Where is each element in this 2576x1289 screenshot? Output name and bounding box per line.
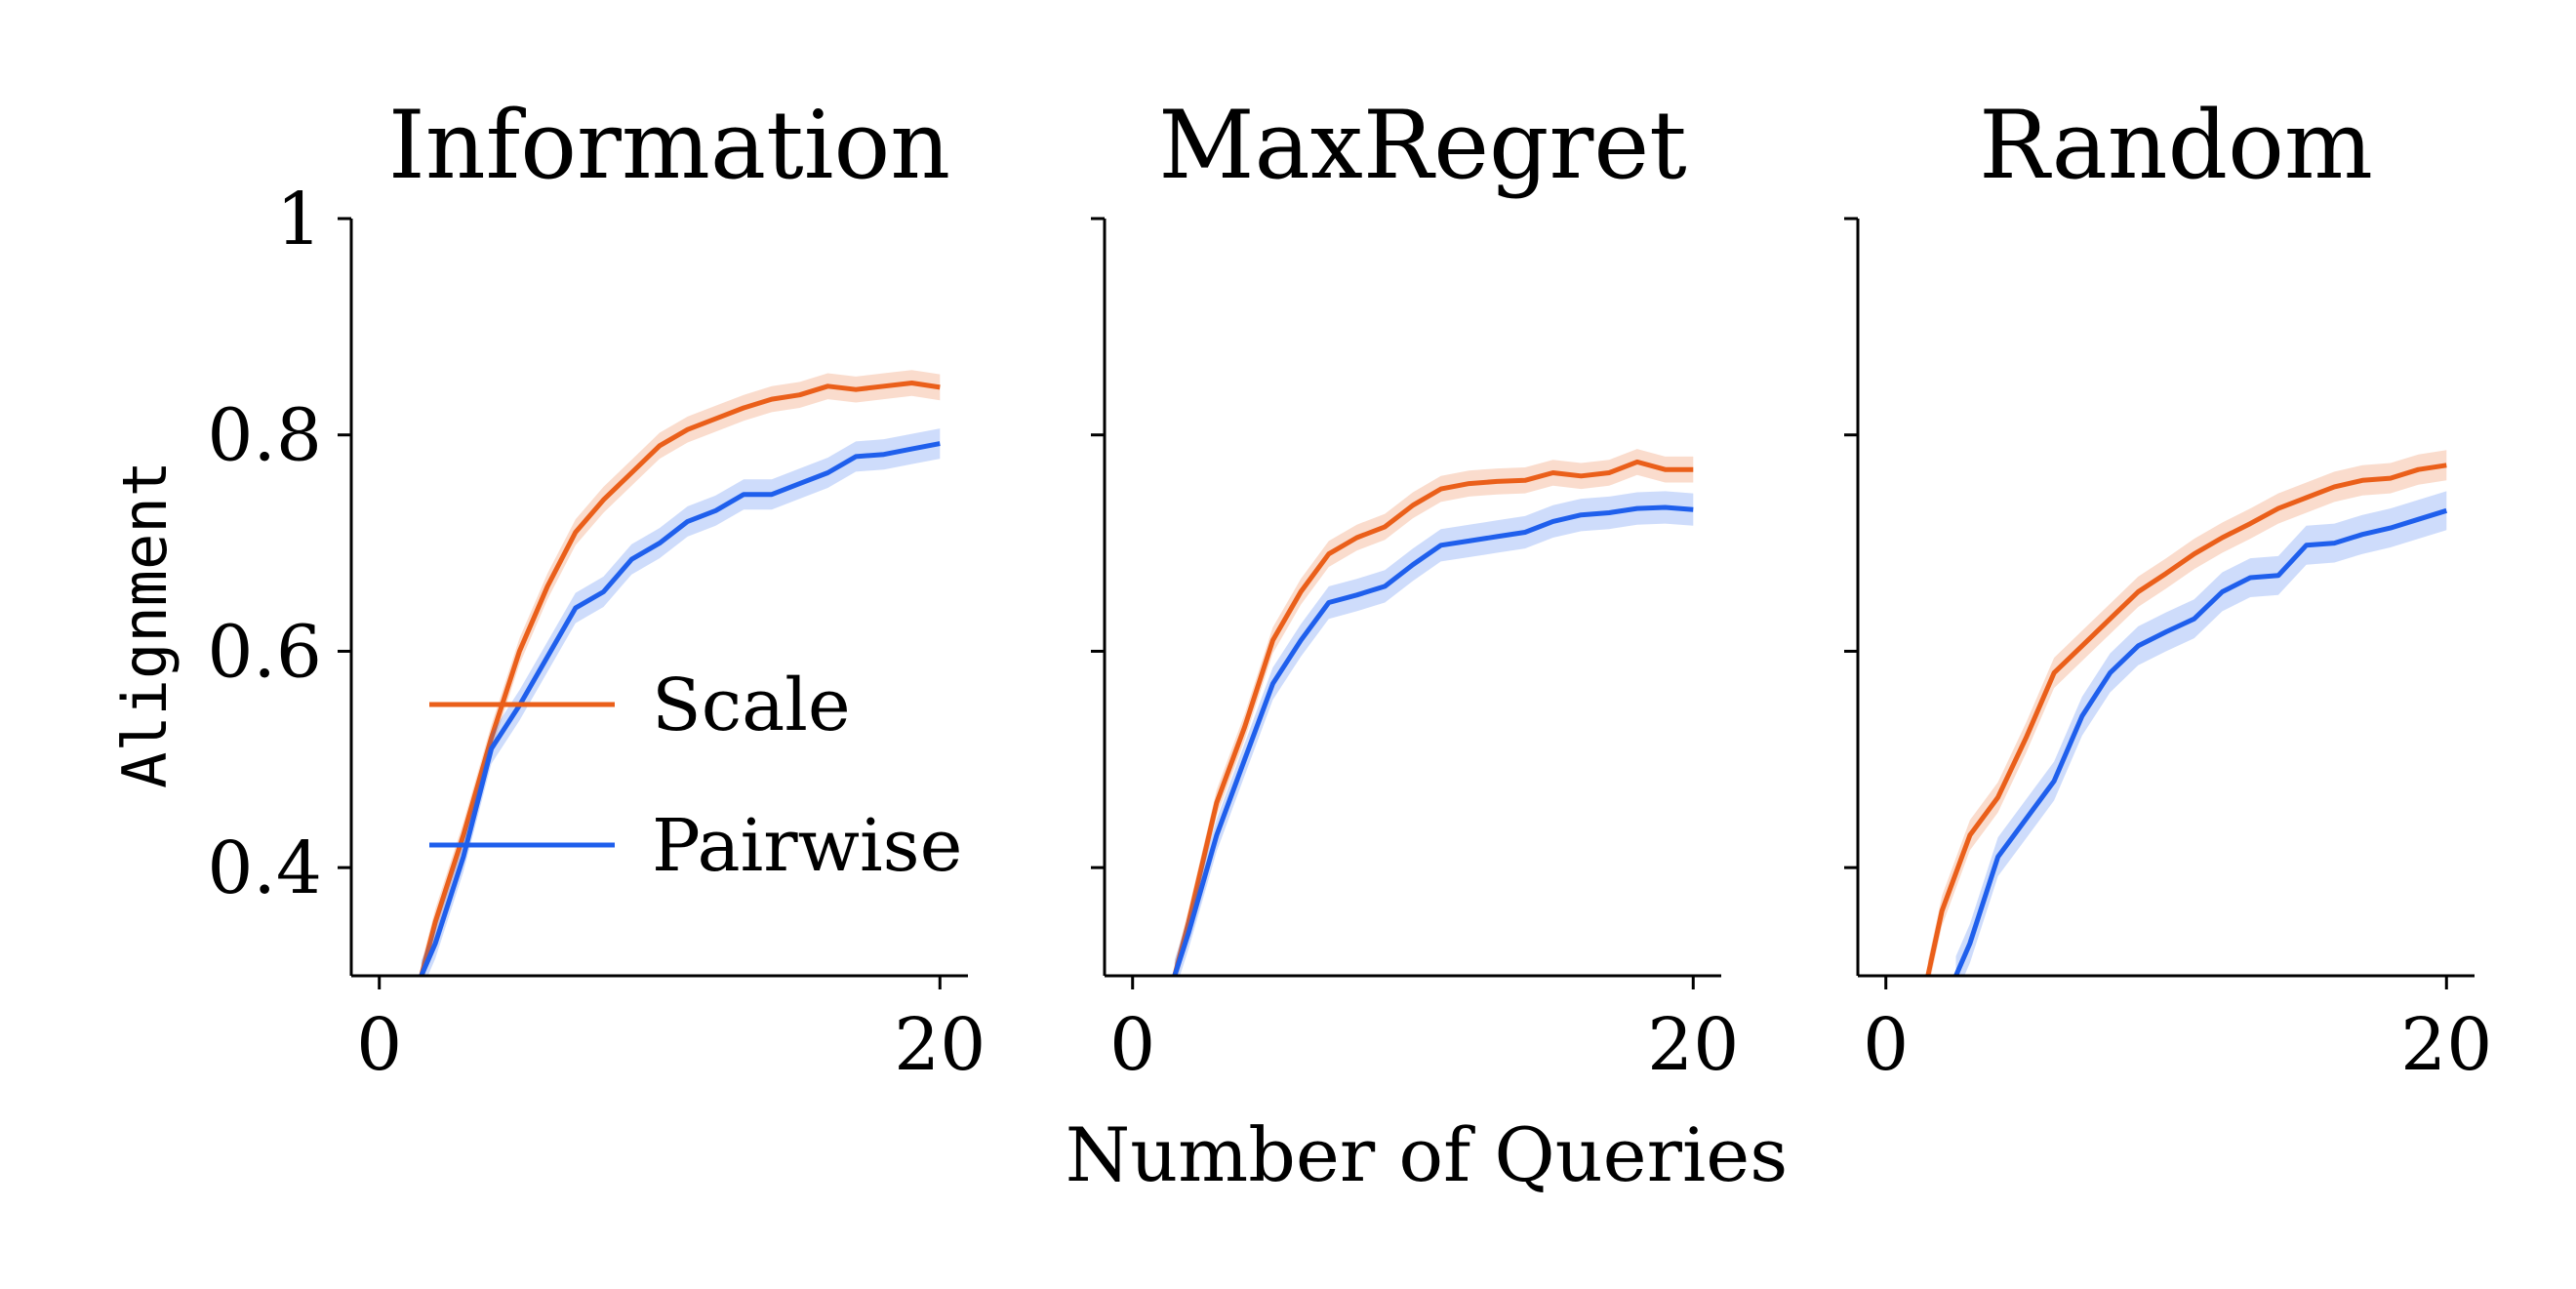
- y-tick-label: 0.6: [207, 610, 322, 694]
- band-pairwise: [1955, 491, 2447, 976]
- x-tick-label: 20: [894, 1003, 986, 1087]
- x-tick-label: 0: [356, 1003, 402, 1087]
- x-tick-label: 0: [1109, 1003, 1155, 1087]
- x-tick-label: 20: [2400, 1003, 2492, 1087]
- band-scale: [1927, 450, 2447, 976]
- line-scale: [1172, 459, 1694, 976]
- panel-title: Information: [388, 91, 950, 200]
- y-tick-label: 0.8: [207, 394, 322, 478]
- plot-area: [1172, 449, 1694, 976]
- legend-label-scale: Scale: [652, 664, 851, 747]
- band-scale: [1174, 449, 1694, 976]
- line-scale: [419, 381, 941, 976]
- line-pairwise: [1172, 504, 1694, 976]
- x-tick-label: 20: [1647, 1003, 1739, 1087]
- legend: Scale Pairwise: [429, 664, 962, 888]
- panel-maxregret: MaxRegret 0 20: [1091, 91, 1739, 1087]
- line-pairwise: [419, 441, 941, 976]
- panel-random: Random 0 20: [1844, 91, 2492, 1087]
- plot-area: [1925, 450, 2448, 976]
- x-axis-label: Number of Queries: [1066, 1111, 1789, 1198]
- x-tick-label: 0: [1863, 1003, 1909, 1087]
- panel-title: Random: [1979, 91, 2373, 200]
- line-pairwise: [1953, 507, 2448, 976]
- line-scale: [1925, 463, 2447, 976]
- y-axis-label: Alignment: [109, 461, 181, 788]
- legend-label-pairwise: Pairwise: [652, 804, 962, 888]
- panel-information: Information 0.4 0.6 0.8 1 0 20: [207, 91, 986, 1087]
- y-tick-label: 1: [276, 178, 322, 262]
- y-tick-label: 0.4: [207, 826, 322, 910]
- panel-title: MaxRegret: [1158, 91, 1687, 200]
